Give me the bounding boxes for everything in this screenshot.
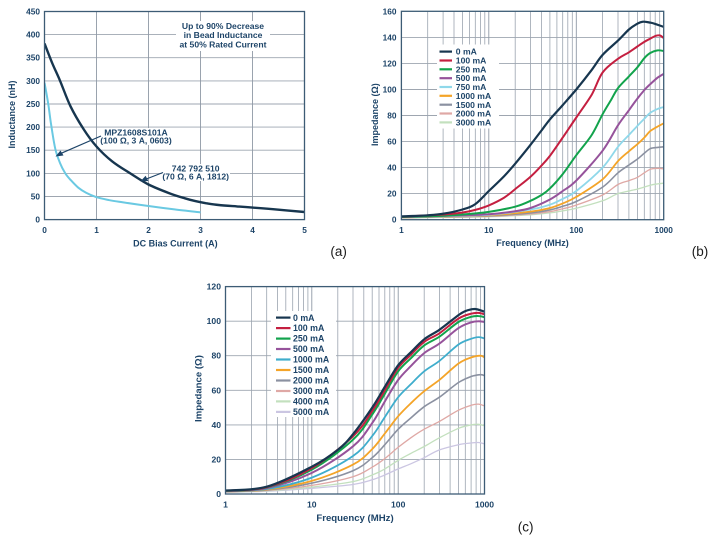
svg-text:10: 10 — [307, 500, 317, 510]
svg-text:2000 mA: 2000 mA — [456, 109, 491, 119]
svg-text:0: 0 — [216, 489, 221, 499]
svg-text:750 mA: 750 mA — [456, 82, 487, 92]
svg-text:0: 0 — [42, 225, 47, 235]
svg-text:0: 0 — [35, 215, 40, 225]
svg-text:1: 1 — [223, 500, 228, 510]
svg-text:3000 mA: 3000 mA — [293, 386, 330, 396]
svg-text:1500 mA: 1500 mA — [456, 100, 491, 110]
svg-text:1000 mA: 1000 mA — [293, 355, 330, 365]
svg-text:4000 mA: 4000 mA — [293, 397, 330, 407]
svg-text:Up to 90% Decrease: Up to 90% Decrease — [182, 21, 264, 31]
svg-text:150: 150 — [26, 145, 40, 155]
svg-text:0 mA: 0 mA — [456, 47, 477, 57]
svg-text:1000: 1000 — [475, 500, 494, 510]
svg-text:120: 120 — [207, 282, 222, 292]
svg-text:Impedance (Ω): Impedance (Ω) — [194, 355, 205, 422]
svg-text:140: 140 — [383, 32, 397, 42]
svg-text:250 mA: 250 mA — [456, 64, 487, 74]
svg-text:0 mA: 0 mA — [293, 313, 315, 323]
svg-text:2: 2 — [146, 225, 151, 235]
svg-text:80: 80 — [211, 351, 221, 361]
svg-text:5: 5 — [302, 225, 307, 235]
svg-text:3: 3 — [198, 225, 203, 235]
svg-text:3000 mA: 3000 mA — [456, 118, 491, 128]
svg-text:60: 60 — [211, 385, 221, 395]
svg-text:250: 250 — [26, 99, 40, 109]
svg-text:1000 mA: 1000 mA — [456, 91, 491, 101]
svg-text:DC Bias Current (A): DC Bias Current (A) — [133, 238, 218, 248]
svg-text:350: 350 — [26, 53, 40, 63]
svg-text:1: 1 — [399, 225, 404, 235]
svg-text:250 mA: 250 mA — [293, 334, 325, 344]
svg-text:80: 80 — [387, 111, 397, 121]
svg-text:120: 120 — [383, 58, 397, 68]
svg-text:4: 4 — [250, 225, 255, 235]
svg-text:Frequency (MHz): Frequency (MHz) — [496, 238, 569, 248]
svg-text:(b): (b) — [692, 244, 709, 259]
svg-text:MPZ1608S101A: MPZ1608S101A — [104, 127, 168, 137]
svg-text:Frequency (MHz): Frequency (MHz) — [316, 513, 393, 524]
svg-text:100: 100 — [391, 500, 406, 510]
svg-text:160: 160 — [383, 6, 397, 16]
svg-text:20: 20 — [387, 189, 397, 199]
svg-text:10: 10 — [484, 225, 494, 235]
svg-text:742 792 510: 742 792 510 — [172, 164, 220, 174]
svg-text:100: 100 — [383, 85, 397, 95]
svg-text:5000 mA: 5000 mA — [293, 407, 330, 417]
svg-text:50: 50 — [31, 192, 41, 202]
svg-text:40: 40 — [211, 420, 221, 430]
svg-text:100: 100 — [26, 168, 40, 178]
svg-text:200: 200 — [26, 122, 40, 132]
svg-text:100: 100 — [569, 225, 583, 235]
svg-text:1000: 1000 — [654, 225, 673, 235]
svg-text:40: 40 — [387, 163, 397, 173]
svg-text:500 mA: 500 mA — [293, 344, 325, 354]
svg-text:1500 mA: 1500 mA — [293, 365, 330, 375]
svg-text:0: 0 — [392, 215, 397, 225]
svg-text:20: 20 — [211, 454, 221, 464]
svg-text:1: 1 — [94, 225, 99, 235]
svg-text:Impedance (Ω): Impedance (Ω) — [370, 83, 380, 146]
svg-text:at 50% Rated Current: at 50% Rated Current — [180, 40, 267, 50]
svg-text:500 mA: 500 mA — [456, 73, 487, 83]
svg-text:60: 60 — [387, 137, 397, 147]
svg-text:450: 450 — [26, 7, 40, 17]
svg-text:(70 Ω, 6 A, 1812): (70 Ω, 6 A, 1812) — [162, 172, 229, 182]
svg-text:in Bead Inductance: in Bead Inductance — [184, 30, 263, 40]
svg-text:400: 400 — [26, 30, 40, 40]
svg-text:300: 300 — [26, 76, 40, 86]
svg-text:100 mA: 100 mA — [293, 323, 325, 333]
svg-text:(c): (c) — [518, 520, 534, 535]
svg-text:(a): (a) — [330, 244, 347, 259]
svg-text:2000 mA: 2000 mA — [293, 376, 330, 386]
svg-text:100 mA: 100 mA — [456, 56, 487, 66]
svg-text:100: 100 — [207, 316, 222, 326]
svg-text:Inductance (nH): Inductance (nH) — [7, 80, 17, 148]
svg-text:(100 Ω, 3 A, 0603): (100 Ω, 3 A, 0603) — [100, 135, 172, 145]
